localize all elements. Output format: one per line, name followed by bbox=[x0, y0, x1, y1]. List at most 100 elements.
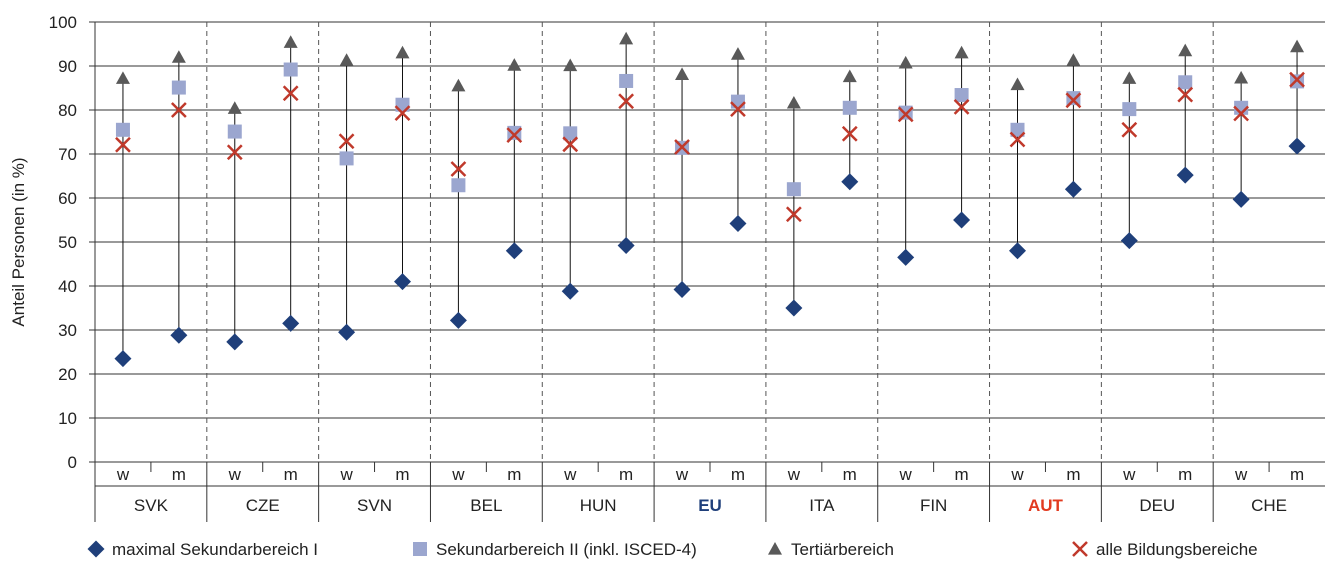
alle-point bbox=[785, 206, 802, 223]
sek1-point bbox=[729, 215, 747, 233]
sek2-point bbox=[283, 62, 298, 77]
legend-marker-tertiaer bbox=[768, 542, 782, 555]
sek2-point bbox=[842, 100, 857, 115]
alle-point bbox=[170, 102, 187, 118]
sek1-point bbox=[505, 242, 523, 260]
tertiaer-point bbox=[339, 53, 354, 66]
tertiaer-point bbox=[1066, 53, 1081, 66]
tertiaer-point bbox=[171, 50, 186, 63]
alle-point bbox=[1009, 131, 1026, 148]
gender-label: w bbox=[339, 465, 353, 484]
y-tick-label: 30 bbox=[58, 321, 77, 340]
y-axis-label: Anteil Personen (in %) bbox=[9, 157, 28, 326]
country-label: AUT bbox=[1028, 496, 1064, 515]
sek1-point bbox=[1009, 242, 1026, 260]
tertiaer-point bbox=[283, 35, 298, 48]
alle-point bbox=[1121, 121, 1138, 138]
gender-label: w bbox=[563, 465, 577, 484]
alle-point bbox=[618, 93, 635, 110]
tertiaer-point bbox=[1290, 39, 1305, 53]
country-label: ITA bbox=[809, 496, 835, 515]
tertiaer-point bbox=[227, 101, 242, 114]
alle-point bbox=[674, 139, 690, 155]
tertiaer-point bbox=[115, 71, 130, 84]
sek2-point bbox=[1010, 122, 1025, 137]
gender-label: m bbox=[284, 465, 298, 484]
legend-label: Sekundarbereich II (inkl. ISCED-4) bbox=[436, 540, 697, 559]
sek2-point bbox=[507, 125, 522, 140]
country-label: FIN bbox=[920, 496, 947, 515]
sek1-point bbox=[1288, 137, 1306, 155]
gender-label: w bbox=[1010, 465, 1024, 484]
gender-label: w bbox=[787, 465, 801, 484]
tertiaer-point bbox=[507, 58, 522, 71]
sek2-point bbox=[1178, 75, 1193, 90]
country-label: SVN bbox=[357, 496, 392, 515]
sek2-point bbox=[115, 122, 130, 137]
y-tick-label: 50 bbox=[58, 233, 77, 252]
tertiaer-point bbox=[730, 47, 745, 60]
gender-label: m bbox=[955, 465, 969, 484]
country-label: SVK bbox=[134, 496, 169, 515]
country-label: EU bbox=[698, 496, 722, 515]
legend-label: Tertiärbereich bbox=[791, 540, 894, 559]
country-label: CZE bbox=[246, 496, 280, 515]
alle-point bbox=[730, 101, 746, 118]
gender-label: w bbox=[1234, 465, 1248, 484]
y-tick-label: 20 bbox=[58, 365, 77, 384]
alle-point bbox=[1065, 92, 1082, 109]
sek1-point bbox=[617, 237, 635, 255]
alle-point bbox=[953, 99, 970, 115]
tertiaer-point bbox=[898, 55, 913, 69]
tertiaer-point bbox=[395, 45, 410, 59]
alle-point bbox=[338, 133, 355, 150]
alle-point bbox=[450, 161, 467, 177]
y-tick-label: 70 bbox=[58, 145, 77, 164]
sek1-point bbox=[1176, 166, 1194, 184]
legend-marker-alle bbox=[1072, 541, 1088, 557]
gender-label: m bbox=[1066, 465, 1080, 484]
tertiaer-point bbox=[563, 58, 578, 72]
sek2-point bbox=[171, 80, 186, 95]
gender-label: m bbox=[731, 465, 745, 484]
sek1-point bbox=[841, 173, 859, 191]
sek1-point bbox=[1232, 190, 1250, 208]
gender-label: w bbox=[675, 465, 689, 484]
alle-point bbox=[282, 85, 299, 102]
sek2-point bbox=[954, 88, 969, 103]
sek2-point bbox=[227, 124, 242, 139]
alle-point bbox=[897, 106, 914, 123]
tertiaer-point bbox=[675, 67, 690, 80]
gender-label: m bbox=[507, 465, 521, 484]
sek1-point bbox=[561, 282, 579, 300]
tertiaer-point bbox=[619, 31, 634, 45]
sek1-point bbox=[785, 299, 803, 317]
sek2-point bbox=[1122, 102, 1137, 117]
alle-point bbox=[1177, 86, 1194, 103]
sek1-point bbox=[673, 281, 691, 299]
alle-point bbox=[226, 144, 243, 161]
y-tick-label: 10 bbox=[58, 409, 77, 428]
country-label: CHE bbox=[1251, 496, 1287, 515]
sek1-point bbox=[449, 311, 467, 329]
alle-point bbox=[115, 136, 131, 153]
sek1-point bbox=[897, 248, 915, 266]
sek1-point bbox=[1120, 232, 1138, 250]
y-tick-label: 100 bbox=[49, 13, 77, 32]
sek1-point bbox=[394, 273, 411, 291]
sek2-point bbox=[563, 126, 578, 141]
sek1-point bbox=[953, 211, 971, 229]
sek2-point bbox=[339, 151, 354, 166]
gender-label: m bbox=[843, 465, 857, 484]
y-tick-label: 40 bbox=[58, 277, 77, 296]
gender-label: w bbox=[451, 465, 465, 484]
y-tick-label: 0 bbox=[68, 453, 77, 472]
tertiaer-point bbox=[451, 78, 466, 92]
y-tick-label: 60 bbox=[58, 189, 77, 208]
tertiaer-point bbox=[1178, 43, 1193, 57]
gender-label: m bbox=[1290, 465, 1304, 484]
legend-marker-sek1 bbox=[87, 540, 105, 558]
alle-point bbox=[1289, 71, 1305, 88]
country-label: HUN bbox=[580, 496, 617, 515]
